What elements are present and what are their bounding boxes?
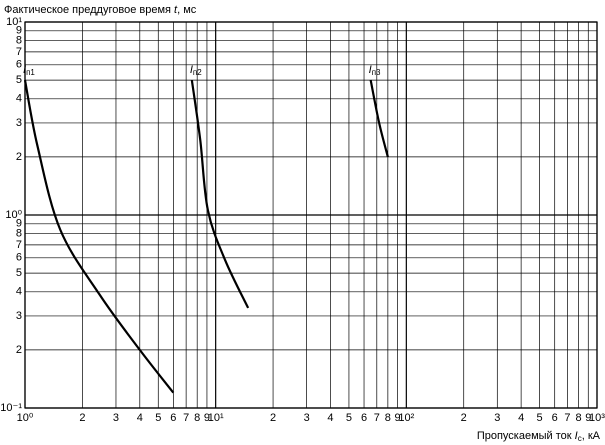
curve-label-main: I — [190, 64, 193, 76]
x-label-var: I — [575, 430, 578, 442]
curve — [23, 79, 175, 394]
y-label-var: t — [174, 4, 178, 16]
x-tick-label: 5 — [155, 412, 161, 424]
curve-label: Iп2 — [190, 64, 202, 77]
curve-label-sub: п2 — [193, 68, 202, 77]
x-tick-label: 8 — [194, 412, 200, 424]
x-tick-label: 2 — [270, 412, 276, 424]
y-tick-label: 9 — [16, 25, 22, 37]
x-tick-label: 5 — [346, 412, 352, 424]
x-tick-label: 9 — [395, 412, 401, 424]
curve-label-sub: п3 — [372, 68, 381, 77]
x-tick-label: 2 — [461, 412, 467, 424]
y-label-unit: , мс — [177, 4, 197, 16]
x-tick-label: 8 — [575, 412, 581, 424]
x-tick-label: 3 — [494, 412, 500, 424]
x-tick-label: 10² — [398, 412, 414, 424]
y-tick-label: 4 — [16, 286, 22, 298]
y-tick-label: 2 — [16, 344, 22, 356]
curve — [190, 79, 250, 309]
curve — [369, 79, 389, 158]
x-tick-label: 2 — [79, 412, 85, 424]
y-tick-label: 10⁻¹ — [0, 402, 22, 414]
x-axis-label: Пропускаемый ток Ic, кА — [477, 430, 601, 443]
y-tick-label: 9 — [16, 218, 22, 230]
x-tick-label: 6 — [552, 412, 558, 424]
y-label-text: Фактическое преддуговое время — [4, 4, 174, 16]
x-tick-label: 3 — [304, 412, 310, 424]
x-tick-label: 9 — [204, 412, 210, 424]
y-tick-label: 8 — [16, 228, 22, 240]
curve-label: Iп1 — [23, 64, 35, 77]
y-tick-label: 7 — [16, 239, 22, 251]
curve-label-main: I — [369, 64, 372, 76]
x-tick-label: 10¹ — [208, 412, 224, 424]
x-tick-label: 8 — [385, 412, 391, 424]
y-tick-label: 10⁰ — [5, 209, 22, 221]
y-tick-label: 6 — [16, 59, 22, 71]
y-axis-label: Фактическое преддуговое время t, мс — [4, 4, 197, 16]
x-label-sub: c — [578, 434, 582, 443]
x-tick-label: 10⁰ — [17, 412, 34, 424]
curve-label-sub: п1 — [26, 68, 35, 77]
y-tick-label: 6 — [16, 252, 22, 264]
x-tick-label: 7 — [374, 412, 380, 424]
x-tick-label: 10³ — [589, 412, 605, 424]
x-label-unit: , кА — [582, 430, 601, 442]
x-tick-label: 4 — [137, 412, 143, 424]
y-tick-label: 8 — [16, 35, 22, 47]
x-tick-label: 7 — [183, 412, 189, 424]
y-tick-label: 10¹ — [6, 16, 22, 28]
y-tick-label: 5 — [16, 74, 22, 86]
y-tick-label: 2 — [16, 151, 22, 163]
x-tick-label: 3 — [113, 412, 119, 424]
x-tick-label: 6 — [170, 412, 176, 424]
x-tick-label: 9 — [585, 412, 591, 424]
y-tick-label: 7 — [16, 46, 22, 58]
x-tick-label: 6 — [361, 412, 367, 424]
y-tick-label: 3 — [16, 310, 22, 322]
x-tick-label: 4 — [327, 412, 333, 424]
x-tick-label: 4 — [518, 412, 524, 424]
plot-frame — [24, 21, 598, 409]
y-tick-label: 3 — [16, 117, 22, 129]
y-tick-label: 4 — [16, 93, 22, 105]
curve-label: Iп3 — [369, 64, 381, 77]
x-tick-label: 5 — [537, 412, 543, 424]
x-label-text: Пропускаемый ток — [477, 430, 575, 442]
curve-label-main: I — [23, 64, 26, 76]
y-tick-label: 5 — [16, 267, 22, 279]
x-tick-label: 7 — [564, 412, 570, 424]
